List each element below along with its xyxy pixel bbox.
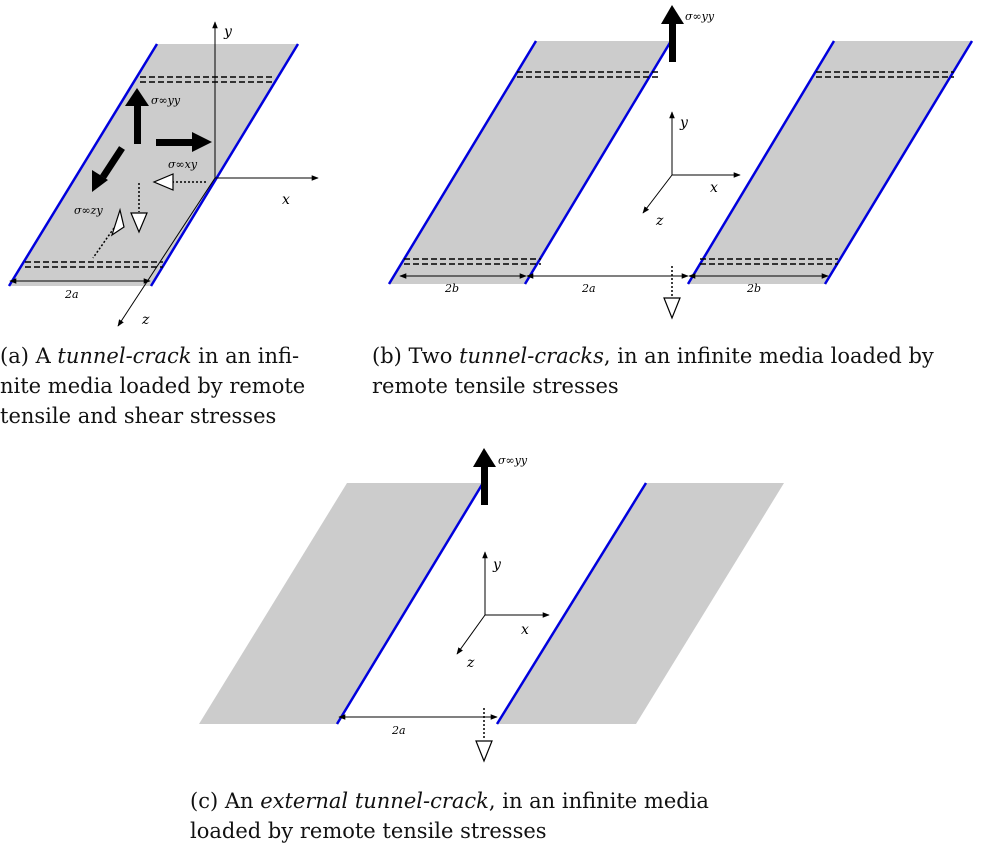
panel-a: 2a y x z σ∞yy σ∞xy σ∞zy — [7, 21, 319, 328]
hollow-arrow-down-a — [130, 183, 148, 234]
z-axis-c — [456, 614, 486, 655]
caption-a-line-2: nite media loaded by remote — [0, 374, 306, 398]
crack-edge-right-a — [149, 43, 300, 287]
material-block-c-left — [199, 483, 483, 724]
caption-a-line-1: (a) A tunnel-crack in an infi- — [0, 344, 300, 368]
crack-edge-c-left — [335, 482, 485, 725]
dimension-label-2a-a: 2a — [64, 288, 79, 301]
z-axis-b — [642, 174, 673, 214]
crack-band-b-left — [389, 41, 671, 284]
stress-xy-arrow-a — [156, 132, 212, 152]
stress-zy-arrow-a — [92, 146, 125, 192]
material-block-c-right — [497, 483, 784, 724]
z-axis-label-b: z — [655, 213, 664, 229]
dimension-label-2a-c: 2a — [391, 724, 406, 737]
x-axis-label-c: x — [521, 622, 529, 638]
dimension-label-2b-left: 2b — [444, 282, 459, 295]
hollow-arrow-down-b — [663, 266, 681, 320]
y-axis-label-b: y — [679, 115, 689, 131]
stress-yy-arrow-b — [661, 5, 684, 62]
z-axis-label-a: z — [141, 312, 150, 328]
x-axis-label-b: x — [710, 180, 718, 196]
crack-band-a — [9, 44, 298, 286]
stress-zy-label-a: σ∞zy — [74, 204, 103, 217]
dashed-lines-b — [404, 71, 954, 265]
stress-yy-label-a: σ∞yy — [151, 94, 181, 107]
panel-c: 2a y x z σ∞yy — [199, 448, 784, 763]
x-axis-label-a: x — [282, 192, 290, 208]
stress-yy-arrow-a — [125, 88, 149, 144]
dimension-label-2a-b: 2a — [581, 282, 596, 295]
stress-xy-label-a: σ∞xy — [168, 158, 198, 171]
z-axis-label-c: z — [466, 655, 475, 671]
hollow-arrow-down-c — [475, 708, 493, 763]
panel-b: 2b 2a 2b y x z σ∞yy — [387, 5, 974, 320]
dimension-label-2b-right: 2b — [746, 282, 761, 295]
caption-a-line-3: tensile and shear stresses — [0, 404, 277, 428]
hollow-arrow-left-a — [152, 173, 206, 191]
dashed-lines-a — [25, 76, 275, 268]
caption-b-line-2: remote tensile stresses — [372, 374, 619, 398]
crack-edge-b-left-2 — [523, 40, 673, 285]
y-axis-label-a: y — [223, 24, 233, 40]
hollow-arrow-diag-a — [92, 207, 125, 259]
caption-b: (b) Two tunnel-cracks, in an infinite me… — [372, 341, 990, 401]
y-axis-label-c: y — [492, 557, 502, 573]
z-axis-a — [117, 177, 216, 327]
crack-edge-c-right — [495, 482, 648, 725]
stress-yy-label-b: σ∞yy — [685, 10, 715, 23]
caption-a: (a) A tunnel-crack in an infi- nite medi… — [0, 341, 350, 431]
crack-edge-left-a — [7, 43, 159, 287]
caption-c-line-2: loaded by remote tensile stresses — [190, 819, 547, 843]
caption-c: (c) An external tunnel-crack, in an infi… — [190, 786, 810, 846]
crack-edge-b-right-2 — [823, 40, 974, 285]
stress-yy-label-c: σ∞yy — [498, 454, 528, 467]
stress-yy-arrow-c — [473, 448, 496, 505]
crack-edge-b-left-1 — [387, 40, 538, 285]
crack-edge-b-right-1 — [686, 40, 836, 285]
crack-band-b-right — [688, 41, 972, 284]
caption-c-line-1: (c) An external tunnel-crack, in an infi… — [190, 789, 709, 813]
caption-b-line-1: (b) Two tunnel-cracks, in an infinite me… — [372, 344, 934, 368]
